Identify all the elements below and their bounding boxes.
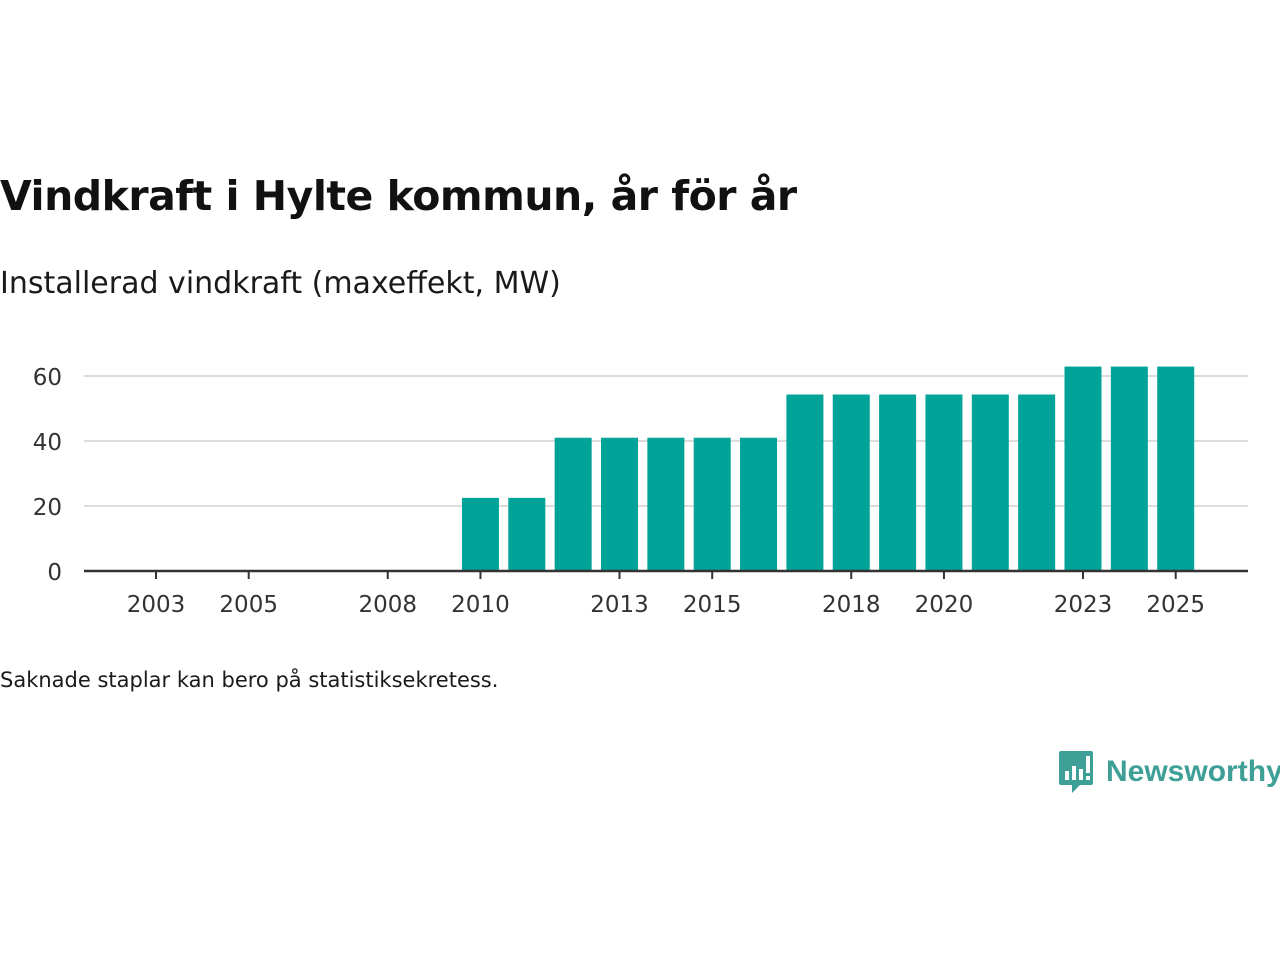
bar bbox=[554, 437, 592, 571]
x-tick-label: 2013 bbox=[590, 592, 649, 618]
x-tick-label: 2008 bbox=[358, 592, 417, 618]
bar-chart: 0 20 40 60 2003 2005 2008 2010 2013 2015 2018 2020 2… bbox=[33, 365, 1248, 618]
chart-subtitle: Installerad vindkraft (maxeffekt, MW) bbox=[0, 266, 561, 301]
bar bbox=[786, 394, 824, 571]
x-tick-label: 2005 bbox=[219, 592, 278, 618]
bar bbox=[879, 394, 917, 571]
bar bbox=[1018, 394, 1056, 571]
y-tick-label: 0 bbox=[47, 560, 62, 586]
x-tick-label: 2025 bbox=[1146, 592, 1205, 618]
footnote: Saknade staplar kan bero på statistiksek… bbox=[0, 668, 499, 692]
bar bbox=[925, 394, 963, 571]
bar bbox=[647, 437, 685, 571]
chart-title: Vindkraft i Hylte kommun, år för år bbox=[0, 172, 797, 220]
bar bbox=[971, 394, 1009, 571]
bar bbox=[740, 437, 778, 571]
bar bbox=[1064, 366, 1102, 571]
bar bbox=[461, 497, 499, 571]
x-tick-label: 2003 bbox=[127, 592, 186, 618]
y-tick-label: 20 bbox=[33, 495, 62, 521]
x-tick-label: 2020 bbox=[915, 592, 974, 618]
newsworthy-logo: Newsworthy bbox=[1058, 748, 1280, 796]
x-tick-label: 2018 bbox=[822, 592, 881, 618]
bar bbox=[832, 394, 870, 571]
bar bbox=[601, 437, 638, 571]
y-tick-label: 40 bbox=[33, 430, 62, 456]
x-tick-label: 2015 bbox=[683, 592, 742, 618]
x-tick-label: 2023 bbox=[1054, 592, 1113, 618]
bar bbox=[1157, 366, 1195, 571]
newsworthy-logo-text: Newsworthy bbox=[1106, 755, 1280, 788]
bar bbox=[508, 497, 546, 571]
x-tick-label: 2010 bbox=[451, 592, 510, 618]
bar bbox=[1110, 366, 1148, 571]
bar bbox=[693, 437, 731, 571]
newsworthy-logo-icon bbox=[1059, 751, 1093, 793]
y-tick-label: 60 bbox=[33, 365, 62, 391]
